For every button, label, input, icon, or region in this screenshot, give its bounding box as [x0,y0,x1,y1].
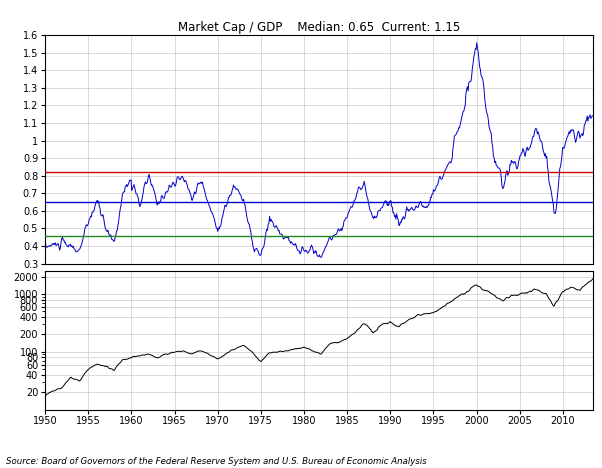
Title: Market Cap / GDP    Median: 0.65  Current: 1.15: Market Cap / GDP Median: 0.65 Current: 1… [178,21,460,34]
Text: Source: Board of Governors of the Federal Reserve System and U.S. Bureau of Econ: Source: Board of Governors of the Federa… [6,457,427,466]
